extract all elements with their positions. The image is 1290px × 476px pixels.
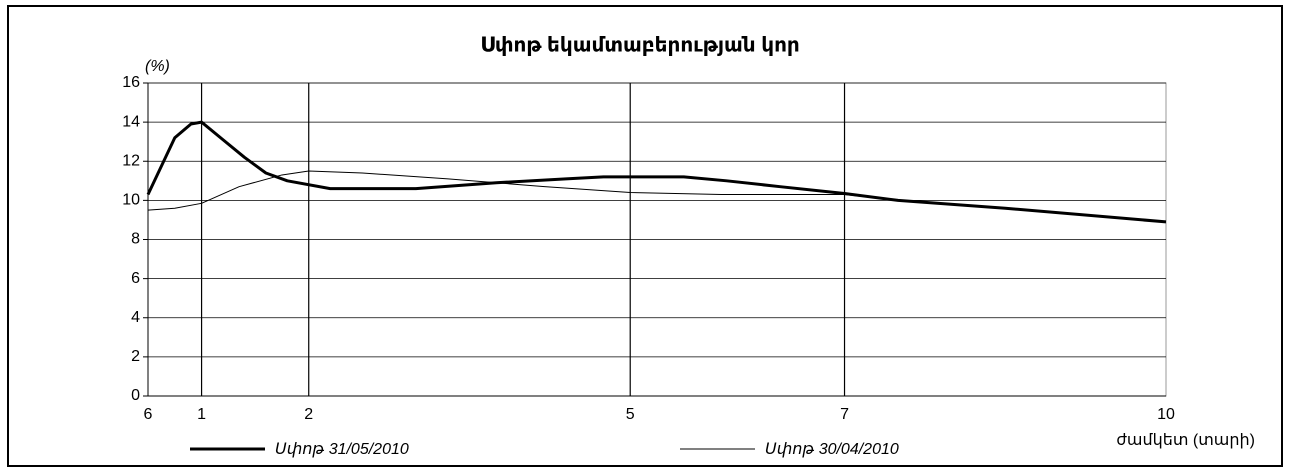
x-tick-label: 5: [626, 406, 635, 423]
series-line: [146, 120, 1167, 224]
y-tick-label: 4: [131, 309, 140, 326]
chart-title: Սփոթ եկամտաբերության կոր: [480, 34, 800, 56]
x-tick-label: 1: [197, 406, 206, 423]
x-tick-label: 7: [840, 406, 849, 423]
series-line: [147, 170, 899, 211]
x-tick-label: 10: [1157, 406, 1175, 423]
y-tick-label: 8: [131, 231, 140, 248]
y-tick-label: 6: [131, 270, 140, 287]
y-tick-label: 14: [122, 113, 140, 130]
y-tick-label: 0: [131, 387, 140, 404]
y-tick-label: 2: [131, 348, 140, 365]
legend-label: Սփոթ 30/04/2010: [765, 441, 899, 458]
chart-frame: [7, 5, 1283, 467]
y-tick-label: 16: [122, 74, 140, 91]
y-axis-label: (%): [145, 58, 170, 75]
x-tick-label: 6: [144, 406, 153, 423]
legend-label: Սփոթ 31/05/2010: [275, 441, 409, 458]
y-tick-label: 10: [122, 192, 140, 209]
x-axis-label: ժամկետ (տարի): [1116, 432, 1255, 449]
x-tick-label: 2: [304, 406, 313, 423]
y-tick-label: 12: [122, 152, 140, 169]
